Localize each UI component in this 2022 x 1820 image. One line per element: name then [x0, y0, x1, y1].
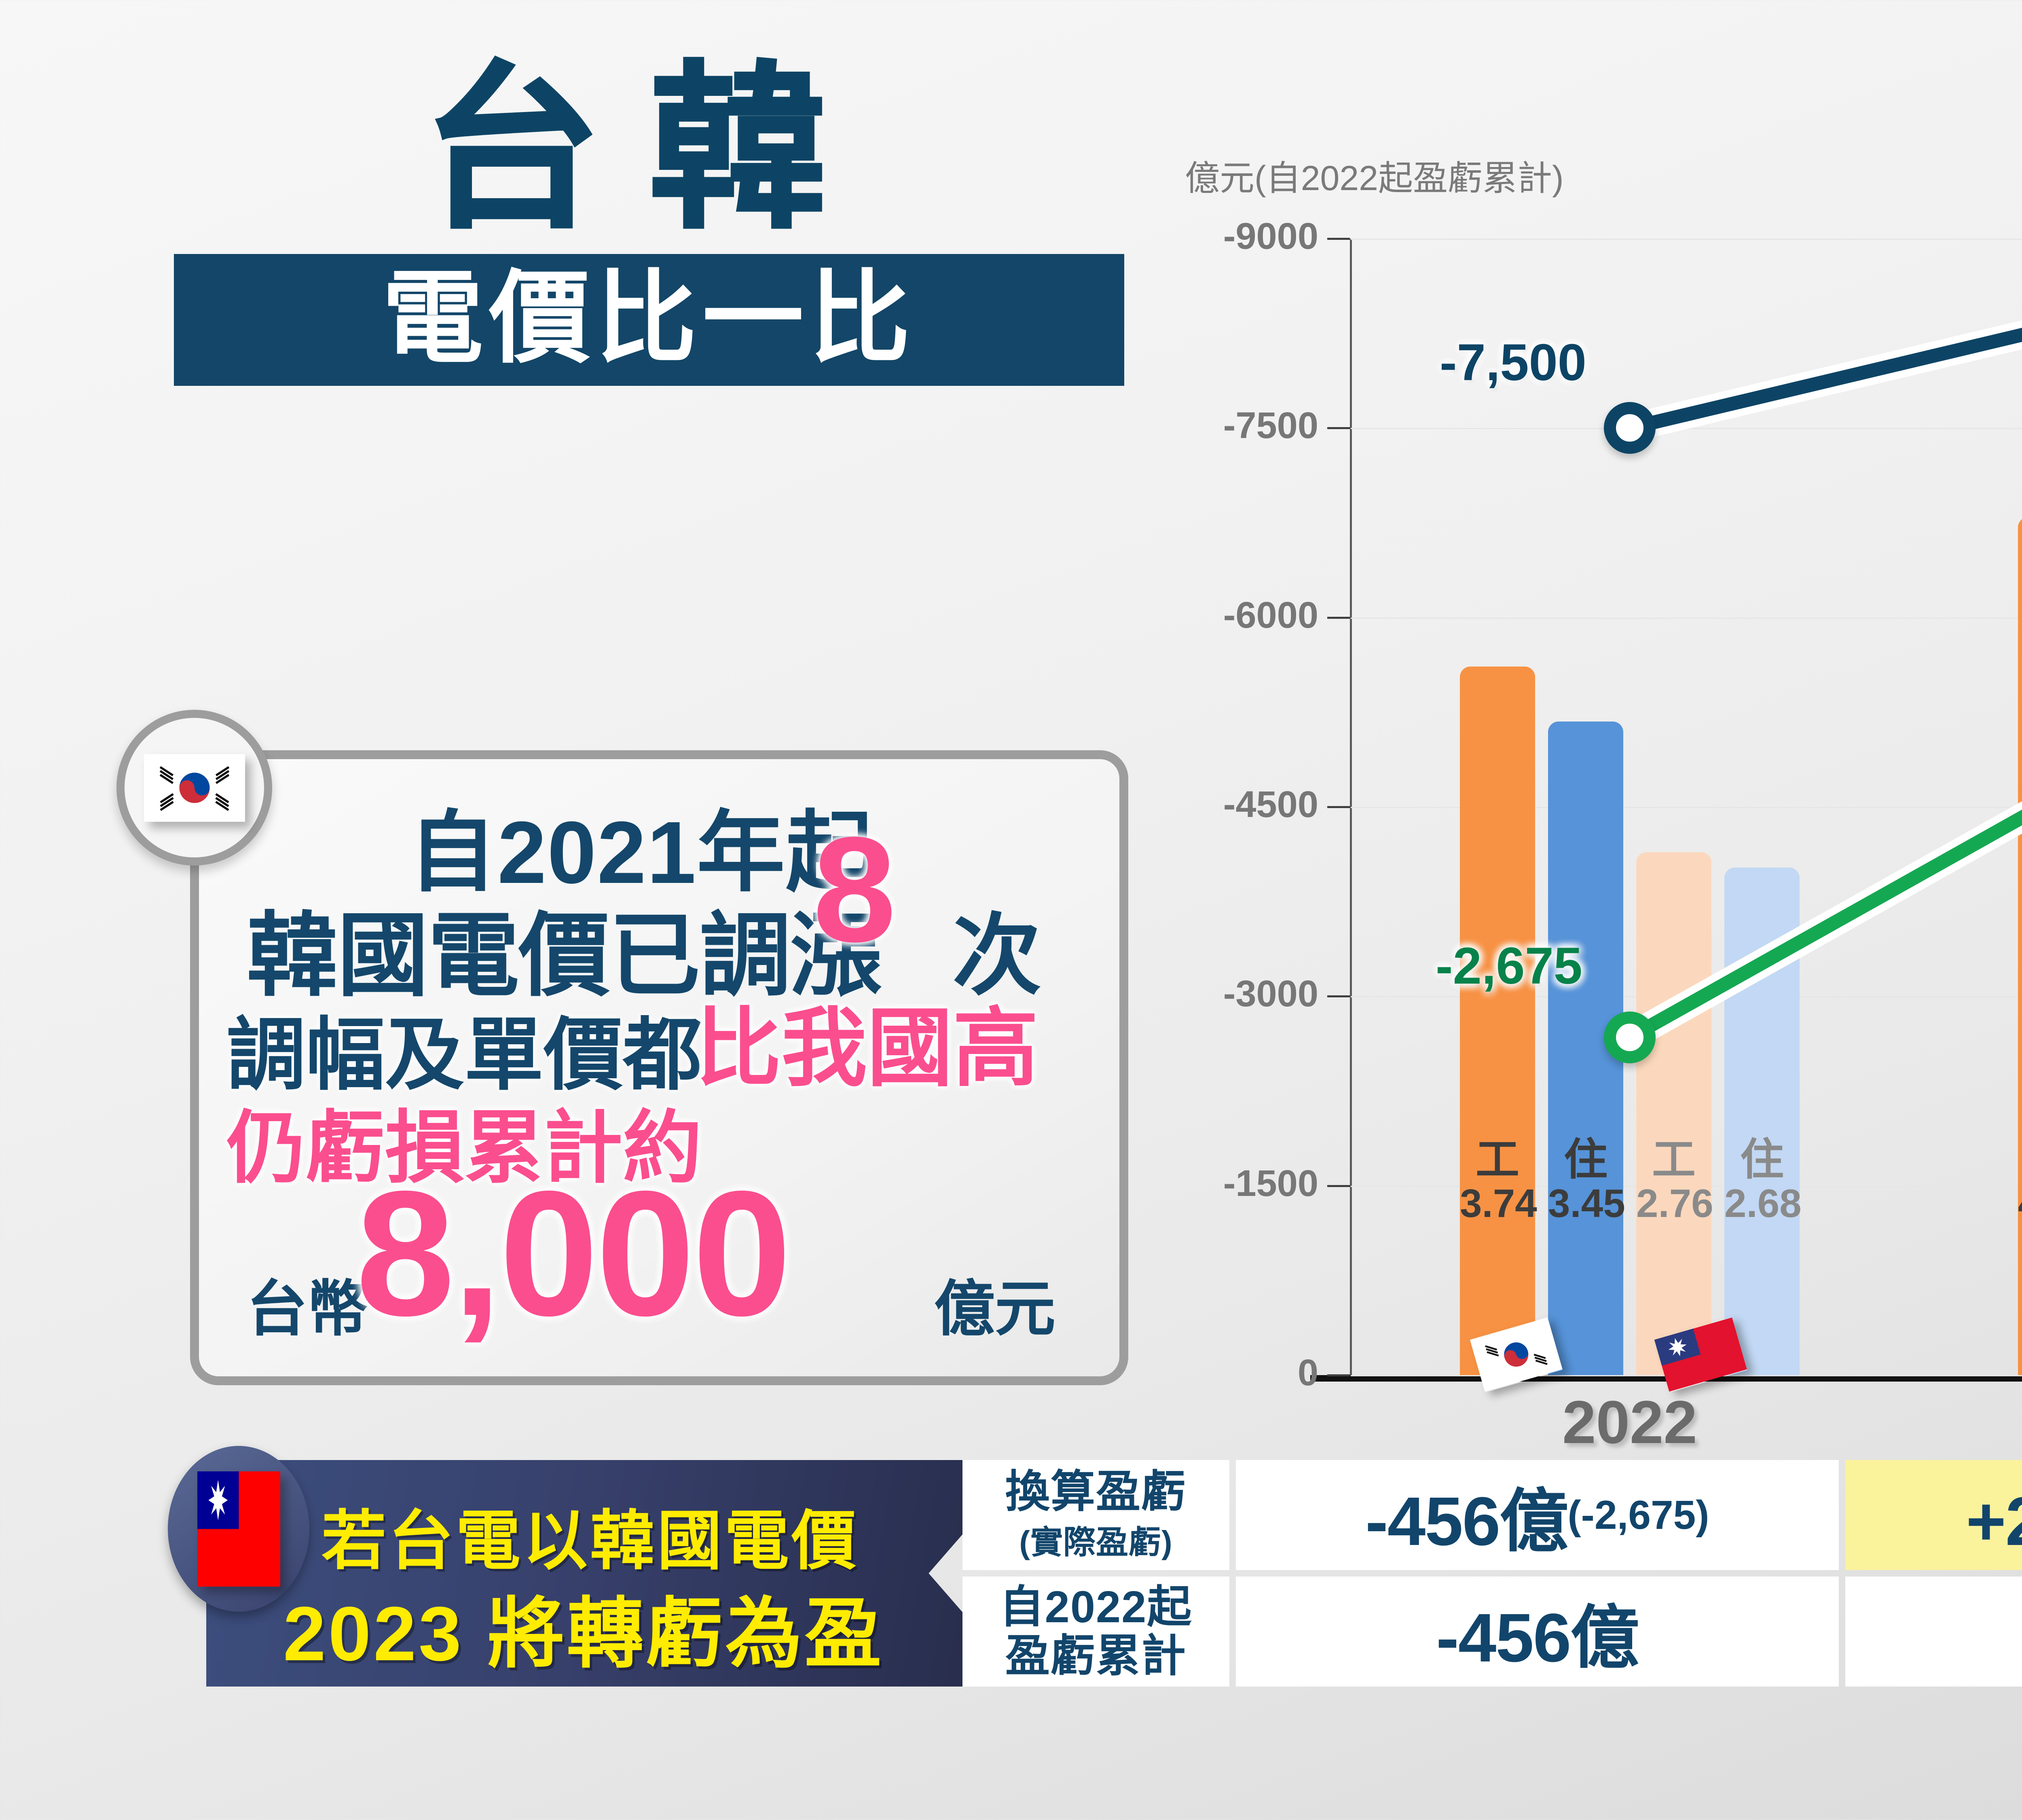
- y-axis-label-left: 億元(自2022起盈虧累計): [1185, 159, 1564, 198]
- bar-label: 工 2.76: [1636, 1135, 1713, 1226]
- gridline: [1351, 617, 2022, 619]
- kr-line-1: 自2021年起: [408, 804, 875, 902]
- bar-category: 工: [1475, 1135, 1519, 1184]
- bar-category: 住: [1740, 1135, 1784, 1184]
- y-tick-left: [1327, 995, 1350, 998]
- bar-value: 3.74: [1460, 1181, 1537, 1226]
- line-layer: [1616, 320, 2022, 1052]
- title-block: 台韓 電價比一比: [174, 50, 1124, 386]
- line-韓國盈虧累計: [1623, 328, 2022, 435]
- row-header-sub: (實際盈虧): [1019, 1524, 1173, 1560]
- page-subtitle: 電價比一比: [382, 262, 916, 375]
- y-tick-label-left: -9000: [1223, 216, 1318, 257]
- y-tick-label-left: -1500: [1223, 1162, 1318, 1204]
- cell-value-main: -456億: [1365, 1483, 1568, 1560]
- taiwan-flag-icon: [1654, 1316, 1748, 1395]
- data-label-台灣盈虧累計-2022: -2,675: [1436, 937, 1582, 995]
- y-tick-left: [1327, 427, 1350, 430]
- bar-category: 住: [1563, 1135, 1607, 1184]
- y-tick-label-left: -7500: [1223, 405, 1318, 447]
- bar-value: 4.53: [2018, 1183, 2022, 1225]
- y-tick-left: [1327, 1185, 1350, 1187]
- kr-amount-unit: 億元: [934, 1275, 1056, 1343]
- gridline: [1351, 807, 2022, 808]
- korea-flag-icon: [1470, 1316, 1563, 1395]
- kr-amount: 8,000: [356, 1154, 791, 1353]
- tw-banner-line-1: 若台電以韓國電價: [321, 1505, 859, 1577]
- summary-table: 換算盈虧(實際盈虧)-456億(-2,675)+296億(-2,477)+1,5…: [962, 1460, 2022, 1687]
- bar-category: 工: [1652, 1135, 1696, 1184]
- bar-label: 住 3.45: [1548, 1135, 1625, 1226]
- taiwan-flag-badge: [168, 1446, 309, 1612]
- bar-value: 2.68: [1724, 1181, 1802, 1226]
- y-tick-left: [1327, 1374, 1350, 1376]
- cell-value-sub: (-2,675): [1567, 1492, 1709, 1538]
- marker-韓國盈虧累計-2022: [1604, 402, 1656, 454]
- table-cell: +296億(-2,477): [1845, 1460, 2022, 1570]
- y-tick-label-left: -3000: [1223, 973, 1318, 1015]
- page-title: 台韓: [421, 50, 876, 249]
- line-台灣盈虧累計: [1623, 809, 2022, 1044]
- table-row-header: 自2022起 盈虧累計: [962, 1577, 1229, 1687]
- bar-2023-韓國工業電價: [2018, 517, 2022, 1375]
- taiwan-banner: [206, 1460, 1027, 1687]
- bar-label: 工 3.74: [1460, 1135, 1537, 1226]
- kr-line-4: 仍虧損累計約: [226, 1104, 702, 1192]
- table-cell: -160億: [1845, 1577, 2022, 1687]
- tw-banner-line-2: 2023 將轉虧為盈: [283, 1591, 884, 1677]
- y-tick-left: [1327, 806, 1350, 808]
- row-header-sub: 盈虧累計: [1005, 1631, 1187, 1681]
- table-cell: -456億 (-2,675): [1236, 1460, 1839, 1570]
- y-tick-label-left: -6000: [1223, 594, 1318, 636]
- subtitle-bar: 電價比一比: [174, 254, 1124, 386]
- y-tick-left: [1327, 238, 1350, 240]
- data-label-韓國盈虧累計-2022: -7,500: [1440, 334, 1586, 392]
- korea-info-card: [190, 750, 1128, 1385]
- kr-big-number: 8: [813, 806, 896, 973]
- table-cell: -456億: [1236, 1577, 1839, 1687]
- bar-2022-台灣工業電價: [1636, 852, 1711, 1375]
- bar-2022-韓國工業電價: [1460, 667, 1535, 1375]
- table-row-header: 換算盈虧 (實際盈虧): [962, 1460, 1229, 1570]
- kr-line-3-plain: 調幅及單價都: [226, 1011, 702, 1099]
- marker-台灣盈虧累計-2022: [1604, 1011, 1656, 1063]
- korea-flag-icon: [144, 754, 245, 821]
- korea-flag-badge: [116, 710, 272, 866]
- bar-value: 2.76: [1636, 1181, 1713, 1226]
- y-tick-label-left: -4500: [1223, 784, 1318, 825]
- gridline: [1351, 239, 2022, 240]
- kr-line-2: 韓國電價已調漲: [247, 904, 882, 1007]
- row-header-main: 換算盈虧: [1005, 1467, 1187, 1517]
- bar-label: 住 2.68: [1724, 1135, 1802, 1226]
- row-header-main: 自2022起: [999, 1582, 1193, 1632]
- kr-currency: 台幣: [247, 1275, 368, 1343]
- y-tick-label-left: 0: [1297, 1352, 1318, 1393]
- x-axis-label-2022: 2022: [1562, 1388, 1697, 1456]
- cell-value-main: -456億: [1436, 1600, 1639, 1676]
- chart-plot-area: -90006-75005-60004-45003-30002-1500100工3…: [1223, 216, 2022, 1393]
- bar-value: 3.45: [1548, 1181, 1625, 1226]
- kr-counter-unit: 次: [952, 906, 1042, 1005]
- taiwan-flag-icon: [197, 1471, 280, 1587]
- kr-line-3-accent: 比我國高: [696, 1000, 1038, 1096]
- y-tick-left: [1327, 616, 1350, 619]
- bar-label: 工4.53: [2018, 1136, 2022, 1225]
- cell-value-main: +296億: [1966, 1483, 2022, 1560]
